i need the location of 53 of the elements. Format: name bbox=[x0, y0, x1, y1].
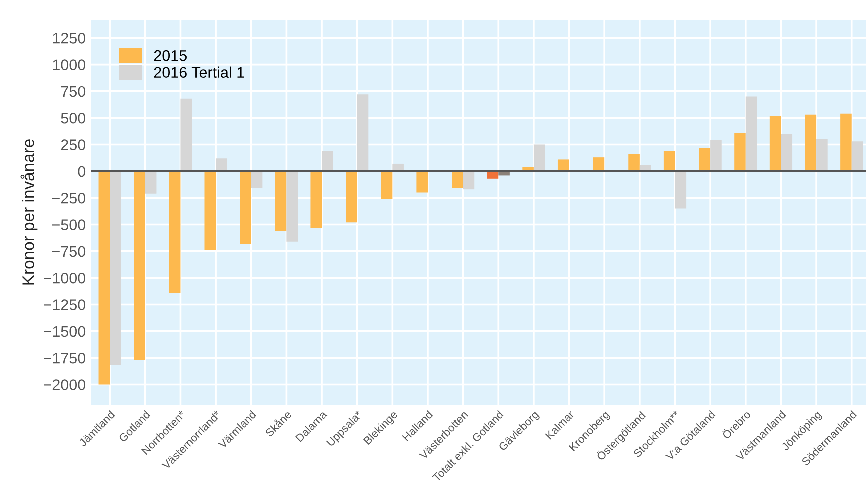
bar bbox=[145, 171, 157, 194]
bar bbox=[734, 133, 746, 172]
y-tick-label: −1250 bbox=[44, 300, 86, 310]
y-tick-label: −250 bbox=[52, 192, 86, 204]
y-tick-label: 750 bbox=[61, 86, 86, 98]
y-axis-title: Kronor per invånare bbox=[20, 140, 38, 285]
bar bbox=[357, 94, 369, 172]
y-tick-label: 0 bbox=[78, 166, 86, 178]
bar bbox=[463, 171, 475, 190]
bar bbox=[204, 171, 216, 250]
bar bbox=[110, 171, 122, 366]
bar bbox=[381, 171, 393, 200]
bar bbox=[628, 154, 640, 172]
bar bbox=[169, 171, 181, 294]
y-tick-label: 1250 bbox=[53, 33, 86, 44]
legend-label: 2016 Tertial 1 bbox=[154, 66, 244, 78]
bar bbox=[781, 134, 793, 172]
bar bbox=[840, 114, 852, 172]
bar bbox=[746, 96, 758, 172]
bar bbox=[286, 171, 298, 242]
bar bbox=[534, 144, 546, 172]
bar bbox=[251, 171, 263, 189]
y-tick-label: −500 bbox=[52, 220, 86, 230]
y-tick-label: 1000 bbox=[53, 60, 86, 70]
bar bbox=[452, 171, 464, 189]
y-tick-label: −750 bbox=[52, 246, 86, 258]
bar bbox=[416, 171, 428, 193]
bar bbox=[593, 158, 605, 172]
bar bbox=[240, 171, 252, 244]
bar bbox=[310, 171, 322, 228]
bar bbox=[180, 98, 192, 172]
y-tick-label: −2000 bbox=[44, 380, 86, 390]
bar bbox=[346, 171, 358, 223]
bar bbox=[275, 171, 287, 232]
bar bbox=[216, 158, 228, 172]
bar bbox=[710, 140, 722, 172]
bar bbox=[699, 148, 711, 172]
y-tick-label: 250 bbox=[61, 140, 86, 150]
bar bbox=[664, 151, 676, 172]
y-tick-label: −1750 bbox=[44, 352, 86, 364]
bar bbox=[558, 160, 570, 172]
y-tick-label: −1000 bbox=[44, 272, 86, 284]
bar bbox=[770, 116, 782, 172]
bar bbox=[852, 142, 864, 172]
bar bbox=[322, 151, 334, 172]
bar bbox=[805, 114, 817, 172]
legend-label: 2015 bbox=[154, 50, 187, 62]
bar bbox=[98, 171, 110, 385]
y-tick-label: −1500 bbox=[44, 326, 86, 338]
bar bbox=[675, 171, 687, 209]
bar bbox=[816, 139, 828, 172]
bar bbox=[134, 171, 146, 360]
y-tick-label: 500 bbox=[61, 112, 86, 124]
